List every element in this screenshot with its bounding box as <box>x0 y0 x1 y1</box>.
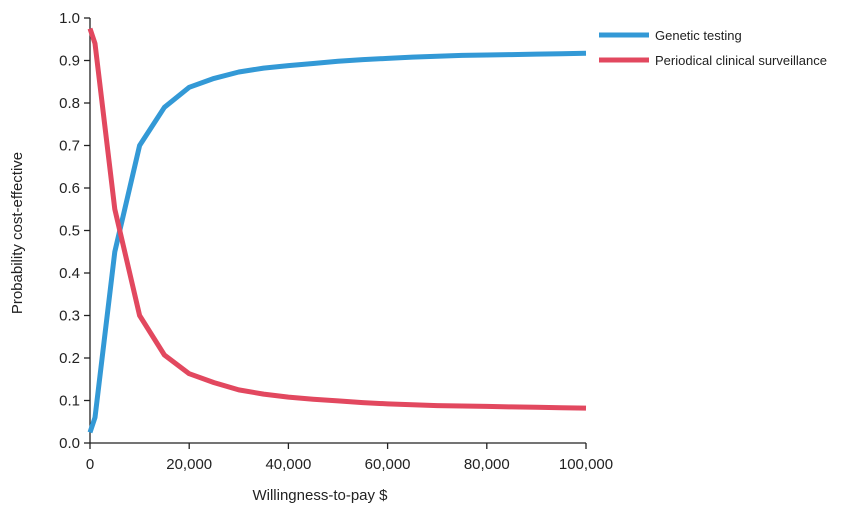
y-axis-label: Probability cost-effective <box>9 152 26 314</box>
y-tick-label: 0.7 <box>59 138 80 155</box>
x-tick-label: 80,000 <box>464 456 510 473</box>
y-tick-label: 0.9 <box>59 53 80 70</box>
y-tick-label: 0.5 <box>59 223 80 240</box>
y-tick-label: 1.0 <box>59 10 80 27</box>
y-tick-label: 0.6 <box>59 180 80 197</box>
y-tick-label: 0.0 <box>59 435 80 452</box>
plot-area: 0.0 0.1 0.2 0.3 0.4 0.5 0.6 0.7 0.8 0.9 1.0 0 20,00… <box>59 10 613 473</box>
series-line-periodical-clinical-surveillance <box>87 27 587 411</box>
y-tick-label: 0.4 <box>59 265 80 282</box>
legend: Genetic testing Periodical clinical surve… <box>599 28 827 68</box>
x-axis-ticks: 0 20,000 40,000 60,000 80,000 100,000 <box>86 443 613 473</box>
y-tick-label: 0.1 <box>59 393 80 410</box>
x-tick-label: 40,000 <box>265 456 311 473</box>
legend-label-periodical-clinical-surveillance: Periodical clinical surveillance <box>655 53 827 68</box>
x-axis-label: Willingness-to-pay $ <box>252 487 388 504</box>
series-line-genetic-testing <box>87 50 587 434</box>
x-tick-label: 0 <box>86 456 94 473</box>
series-layer <box>87 27 587 434</box>
x-tick-label: 60,000 <box>365 456 411 473</box>
y-axis-ticks: 0.0 0.1 0.2 0.3 0.4 0.5 0.6 0.7 0.8 0.9 1.0 <box>59 10 90 452</box>
legend-label-genetic-testing: Genetic testing <box>655 28 742 43</box>
x-tick-label: 20,000 <box>166 456 212 473</box>
y-tick-label: 0.3 <box>59 308 80 325</box>
y-tick-label: 0.2 <box>59 350 80 367</box>
x-tick-label: 100,000 <box>559 456 613 473</box>
y-tick-label: 0.8 <box>59 95 80 112</box>
